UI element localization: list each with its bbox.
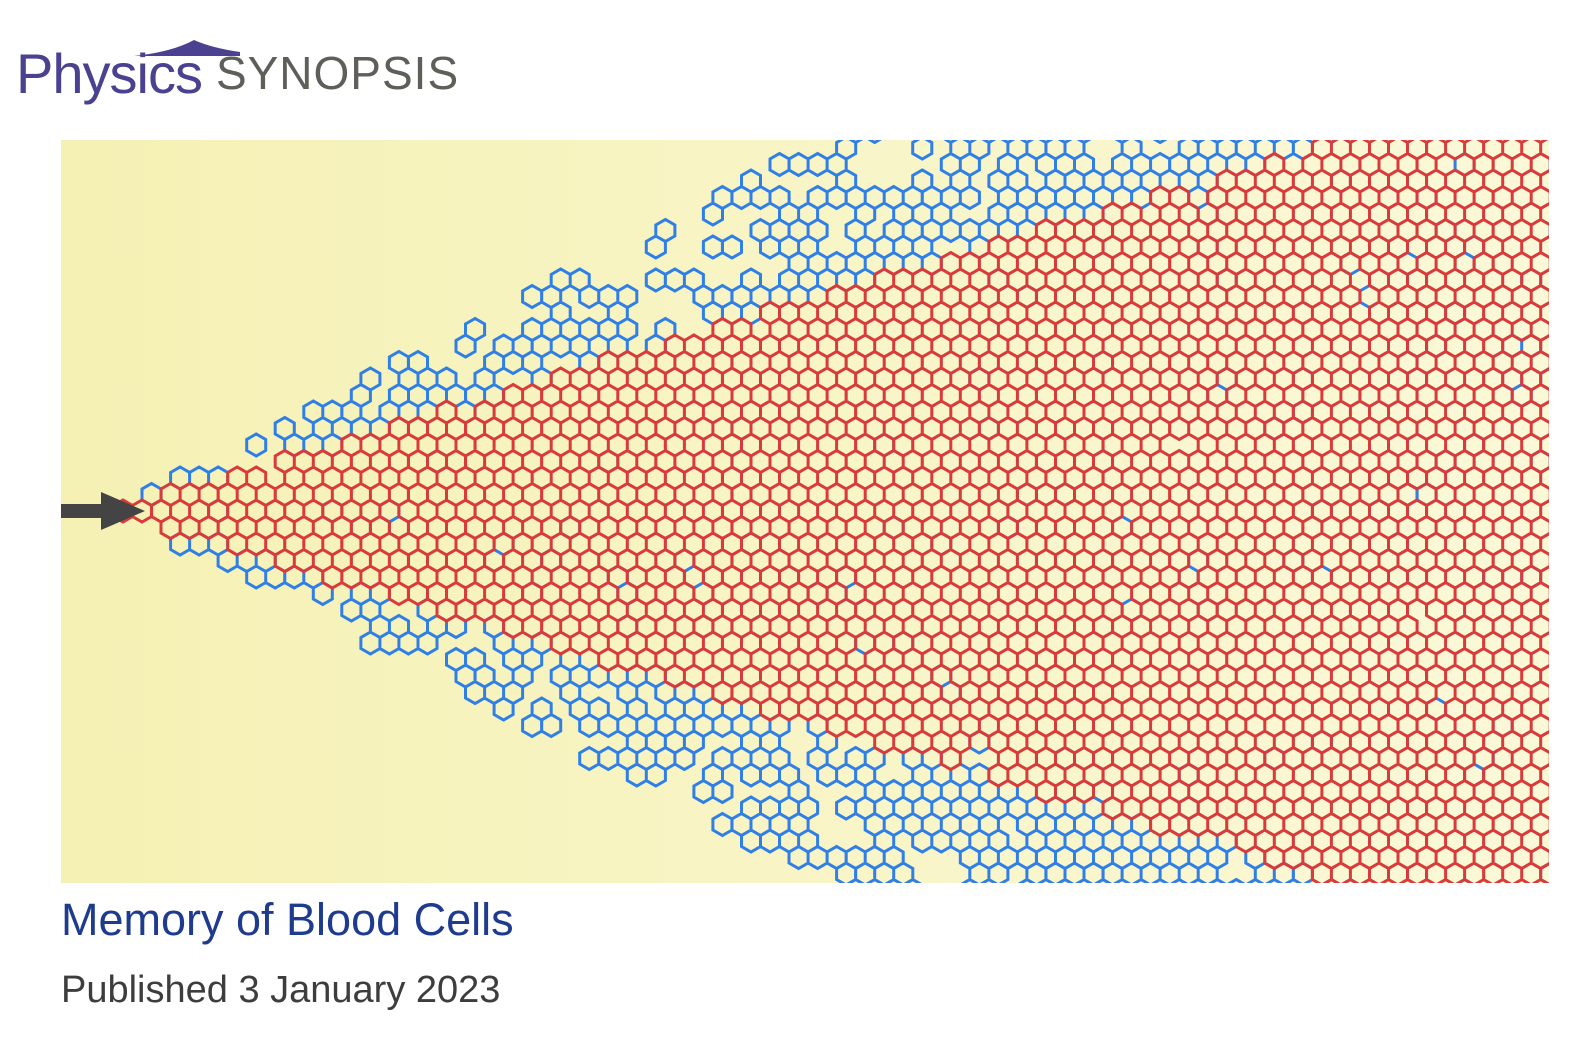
site-header: Physics SYNOPSIS <box>16 22 459 102</box>
section-label: SYNOPSIS <box>215 47 460 99</box>
microfluidic-network-illustration <box>61 140 1549 883</box>
hero-image <box>61 140 1549 883</box>
physics-logo[interactable]: Physics <box>16 40 240 102</box>
article-title-link[interactable]: Memory of Blood Cells <box>61 894 514 945</box>
inlet-arrow-icon <box>61 492 145 530</box>
logo-arc-icon <box>134 40 240 56</box>
publish-date: Published 3 January 2023 <box>61 969 501 1011</box>
red-channels <box>112 140 1549 883</box>
